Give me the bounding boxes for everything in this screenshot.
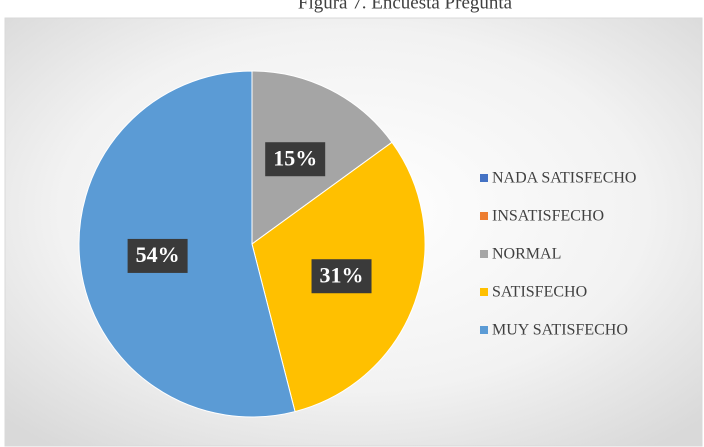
legend-label: SATISFECHO xyxy=(492,284,587,301)
data-label: 15% xyxy=(273,145,317,170)
legend-swatch xyxy=(480,326,488,334)
legend-label: INSATISFECHO xyxy=(492,208,604,225)
data-label: 54% xyxy=(136,242,180,267)
legend-swatch xyxy=(480,174,488,182)
data-label-box xyxy=(265,142,326,177)
legend-swatch xyxy=(480,212,488,220)
data-label-box xyxy=(311,259,372,294)
legend-label: NORMAL xyxy=(492,246,561,263)
legend-swatch xyxy=(480,288,488,296)
data-label: 31% xyxy=(320,262,364,287)
legend-swatch xyxy=(480,250,488,258)
chart-title: Figura 7. Encuesta Pregunta xyxy=(298,0,513,13)
legend-label: MUY SATISFECHO xyxy=(492,322,628,339)
data-label-box xyxy=(127,238,188,273)
legend-label: NADA SATISFECHO xyxy=(492,170,636,187)
